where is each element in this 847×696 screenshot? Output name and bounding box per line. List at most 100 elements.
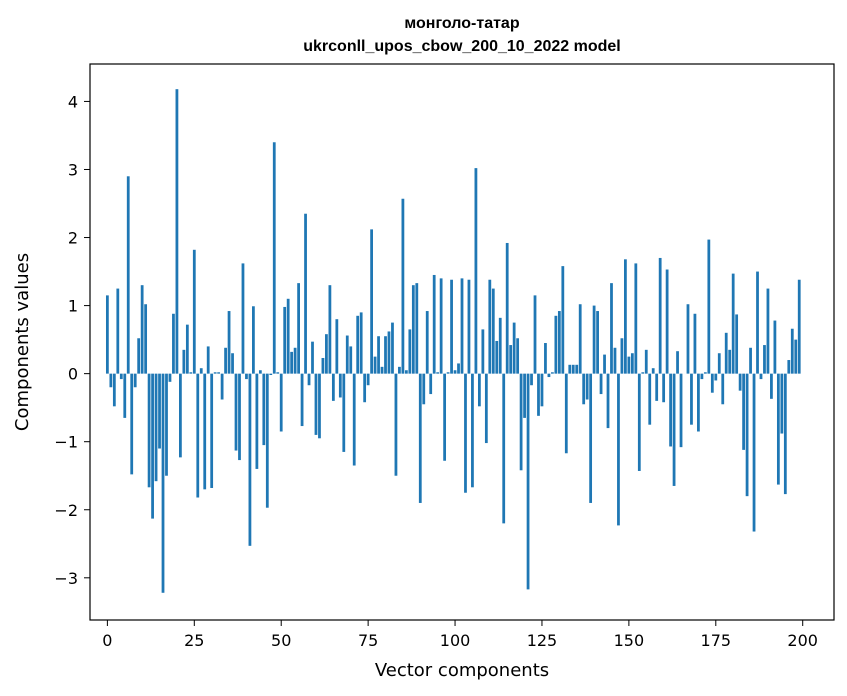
x-tick-label: 75 <box>358 631 378 650</box>
bar <box>624 259 627 374</box>
bar <box>144 304 148 374</box>
bar <box>592 305 596 374</box>
bar <box>272 142 276 374</box>
bar <box>158 373 161 449</box>
x-tick-label: 100 <box>440 631 471 650</box>
bar <box>561 266 565 374</box>
bar <box>286 298 290 374</box>
y-axis-label: Components values <box>12 253 33 431</box>
bar <box>495 340 499 374</box>
bar <box>697 373 700 432</box>
bar <box>307 373 311 386</box>
bar <box>255 373 259 469</box>
x-tick-label: 150 <box>614 631 645 650</box>
bar <box>154 373 158 482</box>
bar <box>509 345 513 374</box>
bar <box>175 89 179 374</box>
bar <box>300 373 304 427</box>
bar <box>578 304 582 374</box>
bar <box>655 373 659 401</box>
bar <box>738 373 742 391</box>
bar <box>596 311 599 374</box>
x-tick-label: 175 <box>701 631 732 650</box>
bar <box>297 283 300 374</box>
bar <box>429 373 433 395</box>
bar <box>700 373 704 380</box>
bar <box>613 347 617 374</box>
bar <box>707 239 711 374</box>
bar <box>651 368 655 374</box>
plot-frame <box>89 63 835 621</box>
bar <box>662 373 666 403</box>
bar <box>380 366 384 374</box>
bar <box>276 372 280 374</box>
bar <box>585 373 589 400</box>
bar <box>439 278 443 374</box>
bar <box>418 373 422 503</box>
bar <box>238 373 241 461</box>
bar <box>398 366 401 374</box>
bar <box>227 311 231 374</box>
bar <box>328 285 332 374</box>
bar <box>151 373 154 519</box>
bar <box>505 242 509 374</box>
bar <box>780 373 784 434</box>
bar <box>533 295 537 374</box>
bar <box>199 368 203 374</box>
bar <box>644 349 648 374</box>
bar <box>794 339 798 374</box>
bar <box>717 353 721 374</box>
bar <box>491 288 495 374</box>
bar <box>721 373 725 405</box>
x-axis-ticks: 0 25 50 75 100 125 150 175 200 <box>102 620 818 650</box>
bar <box>373 356 377 374</box>
bar <box>686 304 690 374</box>
bar <box>637 373 641 471</box>
bar <box>217 372 221 374</box>
bar <box>776 373 780 485</box>
bar <box>234 373 238 451</box>
bar <box>564 373 568 454</box>
bar <box>658 257 662 374</box>
bar <box>384 336 387 374</box>
bar <box>105 295 109 374</box>
chart-title-line2: ukrconll_upos_cbow_200_10_2022 model <box>303 38 620 55</box>
x-tick-label: 0 <box>102 631 112 650</box>
bar <box>603 354 606 374</box>
bar <box>443 373 447 461</box>
bar <box>331 373 335 401</box>
bar <box>589 373 593 503</box>
bar <box>279 373 283 432</box>
bar <box>116 288 120 374</box>
bar <box>770 373 773 399</box>
bar <box>363 373 367 403</box>
bar <box>672 373 676 486</box>
bar <box>422 373 426 405</box>
bar <box>432 274 436 374</box>
bar <box>112 373 116 407</box>
bar <box>797 279 801 374</box>
bar <box>318 373 321 439</box>
bar <box>165 373 168 476</box>
bar <box>544 343 547 374</box>
bar <box>387 331 391 374</box>
bar <box>571 364 575 374</box>
bar <box>349 346 353 374</box>
bar <box>126 176 130 374</box>
bar <box>773 320 777 374</box>
bar <box>523 373 526 418</box>
bar <box>467 279 471 374</box>
bar <box>147 373 151 488</box>
bar <box>182 349 186 374</box>
bar <box>283 306 287 374</box>
bar <box>137 338 141 374</box>
bar <box>724 332 728 374</box>
y-tick-label: −1 <box>54 433 78 452</box>
bar <box>446 372 450 374</box>
bar <box>481 329 485 374</box>
bar <box>745 373 749 497</box>
bar <box>634 263 638 374</box>
bar <box>530 373 533 386</box>
x-tick-label: 125 <box>527 631 558 650</box>
